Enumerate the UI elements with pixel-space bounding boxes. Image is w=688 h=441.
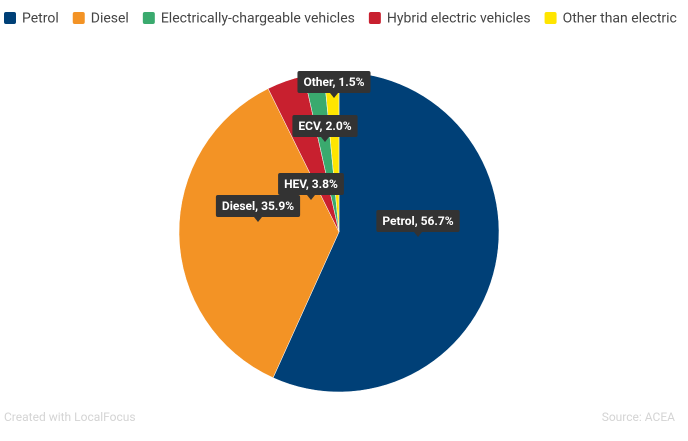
label-pointer <box>414 232 422 237</box>
legend-label: Electrically-chargeable vehicles <box>161 11 355 27</box>
label-pointer <box>307 195 315 200</box>
data-label: Petrol, 56.7% <box>376 210 460 237</box>
legend-label: Other than electric <box>563 11 677 27</box>
label-box <box>297 71 371 93</box>
legend-swatch <box>142 12 155 24</box>
label-pointer <box>321 137 329 142</box>
legend-item: Electrically-chargeable vehicles <box>142 11 355 27</box>
legend-label: Hybrid electric vehicles <box>387 11 531 27</box>
label-text: HEV, 3.8% <box>284 177 338 191</box>
credit: Created with LocalFocus <box>4 410 136 424</box>
label-box <box>376 210 460 232</box>
data-label: ECV, 2.0% <box>292 115 358 142</box>
legend-label: Petrol <box>22 11 59 27</box>
legend-item: Other than electric <box>544 11 677 27</box>
legend-swatch <box>544 12 557 24</box>
pie-slice <box>178 88 340 379</box>
legend-item: Petrol <box>4 11 59 27</box>
label-pointer <box>330 93 338 98</box>
legend-item: Hybrid electric vehicles <box>368 11 531 27</box>
legend-swatch <box>368 12 381 24</box>
label-text: Petrol, 56.7% <box>382 214 453 228</box>
label-box <box>292 115 358 137</box>
label-text: Other, 1.5% <box>303 75 364 89</box>
data-label: HEV, 3.8% <box>278 173 344 200</box>
data-label: Diesel, 35.9% <box>215 195 301 222</box>
data-label: Other, 1.5% <box>297 71 371 98</box>
legend-label: Diesel <box>91 11 129 27</box>
label-pointer <box>254 217 262 222</box>
source: Source: ACEA <box>602 410 675 424</box>
label-text: ECV, 2.0% <box>298 119 351 133</box>
label-text: Diesel, 35.9% <box>222 199 294 213</box>
legend-item: Diesel <box>72 11 129 27</box>
legend-swatch <box>4 12 16 24</box>
label-box <box>215 195 301 217</box>
label-box <box>278 173 344 195</box>
legend-swatch <box>72 12 85 24</box>
